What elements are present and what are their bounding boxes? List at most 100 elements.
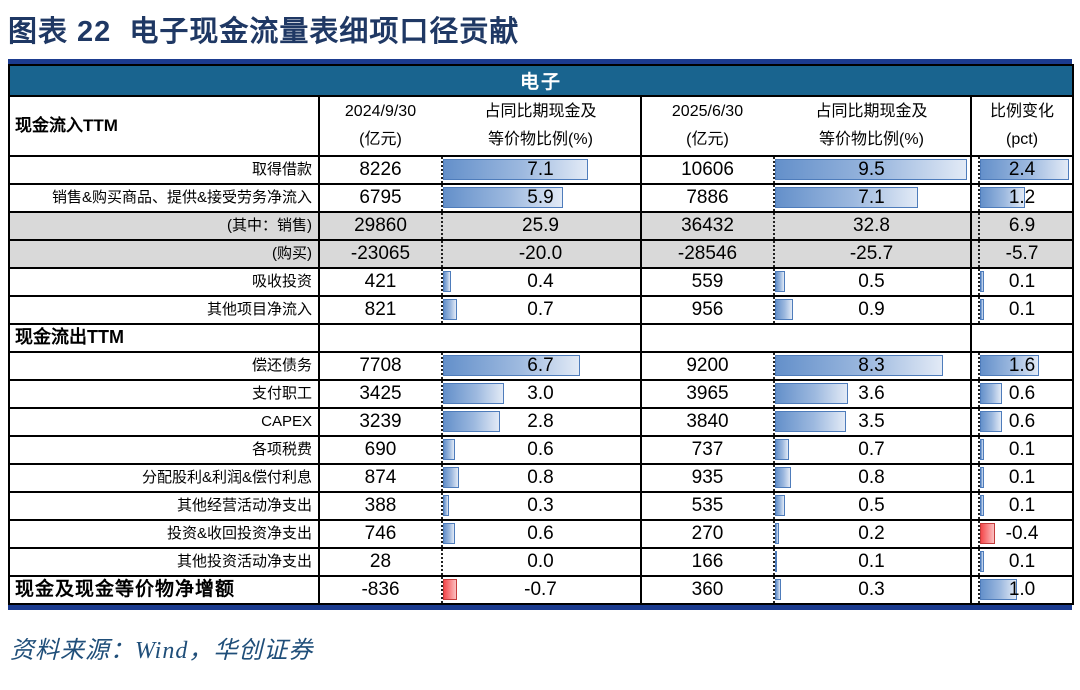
positive-data-bar [443, 187, 564, 208]
data-bar-region [978, 549, 1069, 575]
value-2024-cell: 821 [319, 296, 441, 325]
ratio-2024-cell: 0.7 [441, 296, 641, 325]
positive-data-bar [775, 187, 919, 208]
table-row: 支付职工 3425 3.0 3965 3.6 0.6 [9, 380, 1074, 409]
table-row: 分配股利&利润&偿付利息 874 0.8 935 0.8 0.1 [9, 464, 1074, 493]
cell-value: 6.9 [1008, 215, 1036, 236]
header-ratio-change-line1: 比例变化 [990, 103, 1055, 120]
cell-value: 0.3 [527, 495, 554, 516]
change-cell: -5.7 [969, 240, 1074, 269]
sector-title: 电子 [9, 65, 1074, 97]
cell-value: 0.5 [858, 271, 885, 292]
positive-data-bar [443, 355, 580, 376]
value-2025-cell [640, 324, 773, 353]
row-label: (购买) [9, 240, 320, 269]
data-bar-region [441, 241, 637, 267]
table-row: 其他经营活动净支出 388 0.3 535 0.5 0.1 [9, 492, 1074, 521]
cell-value: -5.7 [1005, 243, 1039, 264]
positive-data-bar [980, 271, 984, 292]
positive-data-bar [775, 551, 778, 572]
value-2024-cell: 8226 [319, 156, 441, 185]
header-date-2025-unit: (亿元) [686, 131, 729, 148]
table-row: 投资&收回投资净支出 746 0.6 270 0.2 -0.4 [9, 520, 1074, 549]
ratio-2025-cell [773, 324, 971, 353]
ratio-2024-cell: 0.4 [441, 268, 641, 297]
positive-data-bar [775, 495, 786, 516]
value-2025-cell: 737 [640, 436, 773, 465]
ratio-2025-cell: 0.5 [773, 268, 971, 297]
data-bar-region [441, 493, 637, 519]
value-2024-cell: 746 [319, 520, 441, 549]
data-bar-region [773, 353, 967, 379]
cell-value: 0.1 [1008, 299, 1036, 320]
ratio-2024-cell: -20.0 [441, 240, 641, 269]
header-ratio-2024-line2: 等价物比例(%) [488, 131, 593, 148]
cell-value: 0.7 [858, 439, 885, 460]
header-date-2025: 2025/6/30 (亿元) [641, 96, 773, 157]
row-label: 其他项目净流入 [9, 296, 320, 325]
ratio-2024-cell: 0.3 [441, 492, 641, 521]
header-cash-inflow-label: 现金流入TTM [9, 96, 320, 157]
data-bar-region [978, 185, 1069, 211]
change-cell: 1.2 [969, 184, 1074, 213]
ratio-2025-cell: 0.3 [773, 576, 971, 605]
value-2025-cell: 935 [640, 464, 773, 493]
change-cell: -0.4 [969, 520, 1074, 549]
row-label: 其他经营活动净支出 [9, 492, 320, 521]
data-bar-region [978, 577, 1069, 603]
positive-data-bar [980, 411, 1003, 432]
change-cell: 0.1 [969, 464, 1074, 493]
cell-value: 0.8 [527, 467, 554, 488]
value-2025-cell: 535 [640, 492, 773, 521]
value-2024-cell: 3239 [319, 408, 441, 437]
ratio-2024-cell: 0.6 [441, 436, 641, 465]
header-ratio-change-line2: (pct) [1006, 131, 1039, 148]
cell-value: 25.9 [522, 215, 559, 236]
value-2024-cell: 28 [319, 548, 441, 577]
table-row: 吸收投资 421 0.4 559 0.5 0.1 [9, 268, 1074, 297]
value-2025-cell: 3965 [640, 380, 773, 409]
cell-value: 0.2 [858, 523, 885, 544]
cell-value: 3.0 [527, 383, 554, 404]
data-bar-region [441, 269, 637, 295]
cell-value: 0.1 [1008, 271, 1036, 292]
ratio-2025-cell: 8.3 [773, 352, 971, 381]
ratio-2025-cell: 0.1 [773, 548, 971, 577]
data-bar-region [773, 157, 967, 183]
change-cell: 0.1 [969, 436, 1074, 465]
positive-data-bar [775, 467, 792, 488]
data-bar-region [441, 437, 637, 463]
change-cell: 0.1 [969, 296, 1074, 325]
cell-value: 0.8 [858, 467, 885, 488]
value-2024-cell: 3425 [319, 380, 441, 409]
cell-value: 8.3 [858, 355, 885, 376]
data-bar-region [978, 521, 1069, 547]
table-row: 销售&购买商品、提供&接受劳务净流入 6795 5.9 7886 7.1 1.2 [9, 184, 1074, 213]
positive-data-bar [980, 383, 1003, 404]
figure-title: 图表 22 电子现金流量表细项口径贡献 [8, 16, 520, 48]
ratio-2024-cell: 0.8 [441, 464, 641, 493]
header-ratio-2025: 占同比期现金及 等价物比例(%) [773, 96, 972, 157]
header-ratio-2024-line1: 占同比期现金及 [484, 103, 597, 120]
value-2025-cell: 360 [640, 576, 773, 605]
cell-value: 0.0 [527, 551, 554, 572]
positive-data-bar [775, 523, 780, 544]
data-bar-region [773, 409, 967, 435]
table-row: 现金流出TTM [9, 324, 1074, 353]
ratio-2024-cell: 0.0 [441, 548, 641, 577]
value-2024-cell: -23065 [319, 240, 441, 269]
cash-flow-figure: 电子 现金流入TTM 2024/9/30 (亿元) 占同比期现金及 等价物比例(… [8, 59, 1075, 610]
ratio-2024-cell: 7.1 [441, 156, 641, 185]
data-bar-region [773, 297, 967, 323]
cell-value: 0.5 [858, 495, 885, 516]
positive-data-bar [775, 159, 967, 180]
data-bar-region [773, 185, 967, 211]
table-row: (其中：销售) 29860 25.9 36432 32.8 6.9 [9, 212, 1074, 241]
ratio-2024-cell: 25.9 [441, 212, 641, 241]
row-label: 偿还债务 [9, 352, 320, 381]
cell-value: -20.0 [518, 243, 563, 264]
cell-value: 0.4 [527, 271, 554, 292]
positive-data-bar [443, 383, 505, 404]
data-bar-region [441, 157, 637, 183]
cell-value: 0.1 [1008, 551, 1036, 572]
